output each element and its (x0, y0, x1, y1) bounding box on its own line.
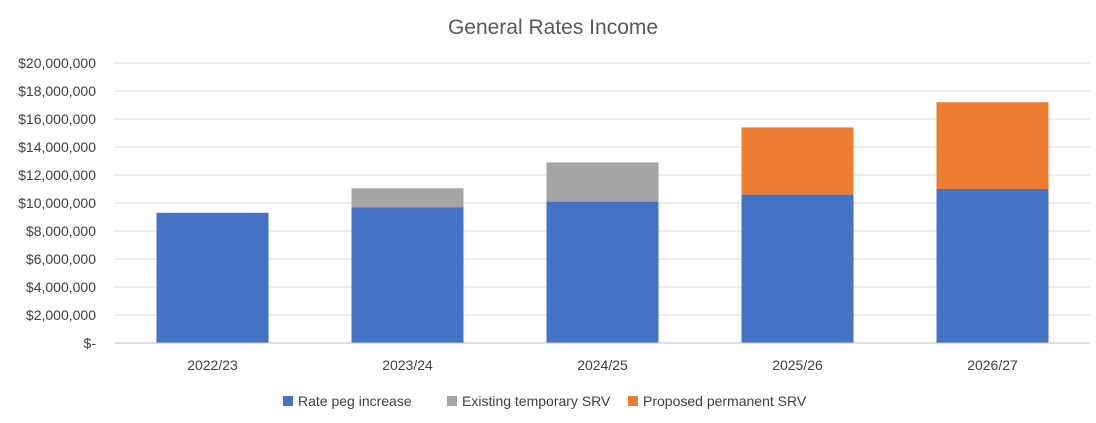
y-tick-label: $20,000,000 (18, 55, 96, 71)
bar-proposed-permanent-srv-2025-26 (741, 127, 854, 195)
y-tick-label: $18,000,000 (18, 83, 96, 99)
x-tick-label: 2023/24 (382, 357, 433, 373)
x-tick-label: 2022/23 (187, 357, 238, 373)
x-tick-label: 2024/25 (577, 357, 628, 373)
y-tick-label: $2,000,000 (26, 307, 96, 323)
bar-rate-peg-increase-2025-26 (741, 194, 854, 343)
y-tick-label: $- (84, 335, 97, 351)
legend: Rate peg increase Existing temporary SRV P… (283, 393, 807, 409)
bar-existing-temporary-srv-2023-24 (351, 188, 464, 208)
bar-rate-peg-increase-2022-23 (156, 212, 269, 343)
bar-proposed-permanent-srv-2026-27 (936, 102, 1049, 189)
bar-rate-peg-increase-2026-27 (936, 189, 1049, 343)
bar-rate-peg-increase-2023-24 (351, 207, 464, 343)
legend-label: Rate peg increase (298, 393, 412, 409)
y-tick-label: $14,000,000 (18, 139, 96, 155)
y-tick-label: $8,000,000 (26, 223, 96, 239)
y-tick-label: $16,000,000 (18, 111, 96, 127)
bar-rate-peg-increase-2024-25 (546, 201, 659, 343)
x-tick-label: 2025/26 (772, 357, 823, 373)
x-tick-label: 2026/27 (967, 357, 1018, 373)
chart-title: General Rates Income (448, 16, 658, 39)
y-axis-tick-labels: $- $2,000,000 $4,000,000 $6,000,000 $8,000,0… (18, 55, 96, 351)
legend-label: Proposed permanent SRV (643, 393, 807, 409)
y-tick-label: $6,000,000 (26, 251, 96, 267)
y-tick-label: $12,000,000 (18, 167, 96, 183)
x-axis: 2022/23 2023/24 2024/25 2025/26 2026/27 (115, 342, 1090, 373)
legend-swatch (447, 396, 457, 406)
y-tick-label: $10,000,000 (18, 195, 96, 211)
bars (156, 102, 1049, 343)
legend-label: Existing temporary SRV (462, 393, 611, 409)
y-tick-label: $4,000,000 (26, 279, 96, 295)
bar-existing-temporary-srv-2024-25 (546, 162, 659, 202)
legend-swatch (283, 396, 293, 406)
legend-swatch (628, 396, 638, 406)
